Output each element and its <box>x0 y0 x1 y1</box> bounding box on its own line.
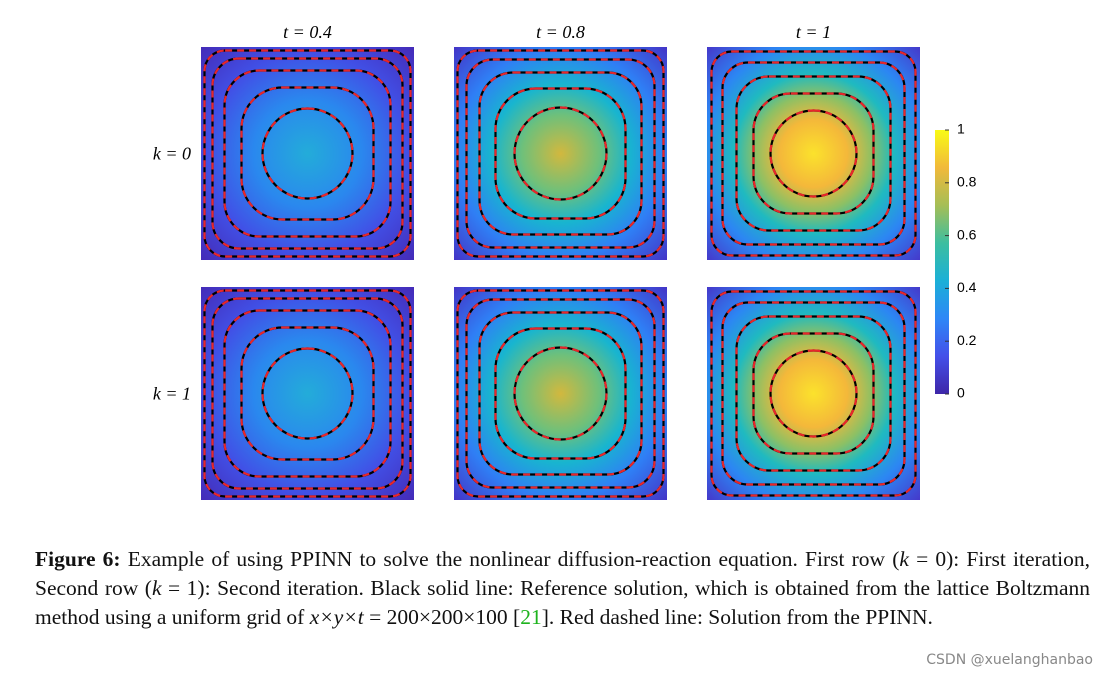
ppinn-contour <box>710 50 917 257</box>
caption-math: x×y×t <box>309 605 364 629</box>
ppinn-contour <box>752 332 875 455</box>
ppinn-contour <box>211 57 404 250</box>
ppinn-contour <box>261 347 354 440</box>
caption: Figure 6: Example of using PPINN to solv… <box>35 545 1090 632</box>
column-title: t = 0.8 <box>536 22 585 42</box>
ppinn-contour <box>465 298 656 489</box>
ppinn-contour <box>203 289 412 498</box>
ppinn-contour <box>513 106 608 201</box>
ppinn-contour <box>494 87 627 220</box>
column-title: t = 0.4 <box>283 22 332 42</box>
watermark: CSDN @xuelanghanbao <box>926 652 1093 668</box>
caption-math: k <box>151 576 162 600</box>
ppinn-contour <box>721 301 906 486</box>
heatmap-panel <box>707 47 920 260</box>
ppinn-contour <box>513 346 608 441</box>
ppinn-contour <box>240 86 375 221</box>
colorbar-tick-label: 1 <box>957 121 965 137</box>
ppinn-contour <box>211 297 404 490</box>
column-title: t = 1 <box>796 22 831 42</box>
ppinn-contour <box>478 311 643 476</box>
ppinn-contour <box>223 69 392 238</box>
caption-text: Example of using PPINN to solve the nonl… <box>120 547 900 571</box>
ppinn-contour <box>769 349 858 438</box>
colorbar <box>935 130 949 394</box>
caption-text: = 1): Second iteration. Black solid line… <box>35 576 1090 629</box>
caption-text: = 200×200×100 <box>363 605 514 629</box>
ppinn-contour <box>710 290 917 497</box>
heatmap-panel <box>454 47 667 260</box>
ppinn-contour <box>261 107 354 200</box>
caption-text: [ <box>513 605 521 629</box>
colorbar-tick-label: 0.8 <box>957 174 977 190</box>
ppinn-contour <box>735 315 892 472</box>
ppinn-contour <box>465 58 656 249</box>
row-label: k = 0 <box>153 144 191 164</box>
ppinn-contour <box>203 49 412 258</box>
heatmap-panel <box>454 287 667 500</box>
ppinn-contour <box>494 327 627 460</box>
ppinn-contour <box>752 92 875 215</box>
caption-text: = 0): First iteration, Second row ( <box>35 547 1091 600</box>
colorbar-tick-label: 0 <box>957 385 965 401</box>
colorbar-tick-label: 0.4 <box>957 279 977 295</box>
citation-link[interactable]: 21 <box>520 605 542 629</box>
ppinn-contour <box>478 71 643 236</box>
ppinn-contour <box>735 75 892 232</box>
heatmap-panel <box>707 287 920 500</box>
heatmap-panel <box>201 287 414 500</box>
ppinn-contour <box>721 61 906 246</box>
ppinn-contour <box>240 326 375 461</box>
ppinn-contour <box>223 309 392 478</box>
heatmap-panel <box>201 47 414 260</box>
figure: 0 0.2 0.4 0.6 0.8 1 t = 0.4 t = 0.8 t = 1 k = 0 k … <box>153 22 977 500</box>
colorbar-tick-label: 0.6 <box>957 226 977 242</box>
ppinn-contour <box>456 49 665 258</box>
caption-math: k <box>899 547 909 571</box>
caption-text: ]. Red dashed line: Solution from the PP… <box>541 605 933 629</box>
colorbar-tick-label: 0.2 <box>957 332 977 348</box>
caption-label: Figure 6: <box>35 547 121 571</box>
ppinn-contour <box>769 109 858 198</box>
ppinn-contour <box>456 289 665 498</box>
row-label: k = 1 <box>153 384 191 404</box>
